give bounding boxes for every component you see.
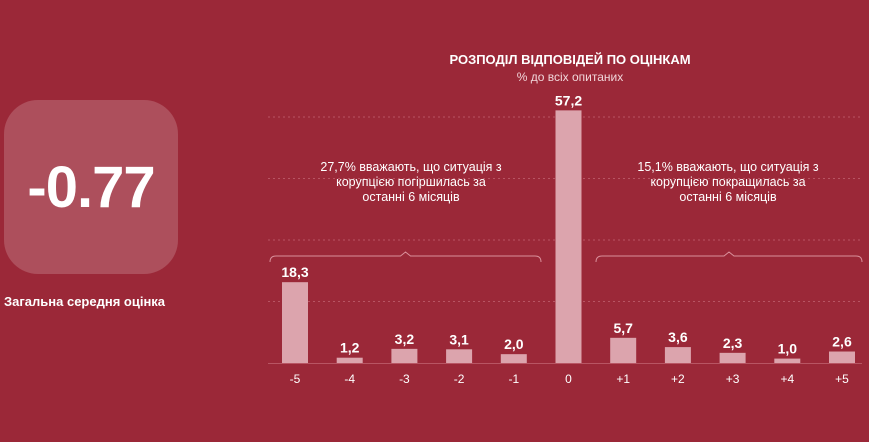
x-tick-label: +4 [780, 372, 794, 386]
bar [500, 354, 527, 363]
bar [391, 348, 418, 363]
bar-value-label: 18,3 [281, 264, 308, 280]
x-tick-label: +3 [726, 372, 740, 386]
x-tick-label: 0 [565, 372, 572, 386]
bar-value-label: 2,0 [504, 336, 524, 352]
annotation-braces [269, 251, 863, 263]
x-tick-label: -3 [399, 372, 410, 386]
bar-value-label: 2,3 [723, 335, 743, 351]
bar-value-label: 57,2 [555, 92, 582, 108]
bar [774, 358, 801, 363]
average-score-label: Загальна середня оцінка [4, 294, 166, 309]
bar [282, 282, 308, 363]
bar [829, 351, 855, 363]
bar [446, 349, 473, 363]
annotation-brace [269, 251, 542, 263]
chart-subtitle: % до всіх опитаних [516, 70, 624, 84]
annotation-brace [595, 251, 863, 263]
bar-value-label: 2,6 [832, 334, 852, 350]
x-tick-label: +1 [616, 372, 630, 386]
bars: 18,3 -5 1,2 -4 3,2 -3 3,1 -2 2,0 -1 57,2 0 5,7 +1 3,6 +… [281, 92, 855, 386]
bar [664, 347, 691, 363]
x-tick-label: +2 [671, 372, 685, 386]
bar-value-label: 3,2 [395, 331, 415, 347]
chart-title: РОЗПОДІЛ ВІДПОВІДЕЙ ПО ОЦІНКАМ [449, 52, 691, 67]
bar [610, 337, 637, 363]
bar [336, 357, 363, 363]
x-tick-label: -1 [508, 372, 519, 386]
bar-value-label: 1,0 [778, 341, 798, 357]
bar-value-label: 3,1 [449, 331, 469, 347]
bar [555, 110, 582, 363]
bar-value-label: 5,7 [613, 320, 633, 336]
bar-value-label: 3,6 [668, 329, 688, 345]
average-score-value: -0.77 [27, 154, 155, 220]
bar [719, 352, 746, 363]
bar-value-label: 1,2 [340, 340, 360, 356]
x-tick-label: -2 [454, 372, 465, 386]
x-tick-label: -4 [344, 372, 355, 386]
x-tick-label: -5 [290, 372, 301, 386]
x-tick-label: +5 [835, 372, 849, 386]
average-score-box: -0.77 [4, 100, 178, 274]
